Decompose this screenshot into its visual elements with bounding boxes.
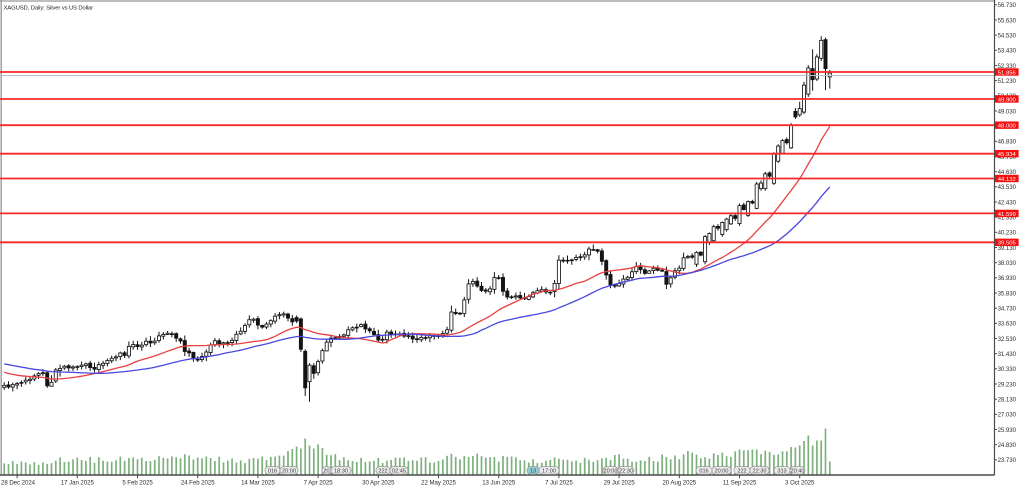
svg-text:45.934: 45.934 [998, 152, 1017, 158]
svg-text:02:45: 02:45 [392, 469, 406, 475]
svg-text:39.130: 39.130 [998, 245, 1017, 252]
svg-text:13: 13 [530, 469, 536, 475]
svg-text:38.030: 38.030 [998, 260, 1017, 267]
svg-text:29.230: 29.230 [998, 381, 1017, 388]
svg-text:20:00: 20:00 [604, 469, 618, 475]
svg-text:24 Feb 2025: 24 Feb 2025 [181, 480, 215, 487]
svg-text:17 Jan 2025: 17 Jan 2025 [61, 480, 95, 487]
svg-text:43.530: 43.530 [998, 184, 1017, 191]
svg-text:29 Jul 2025: 29 Jul 2025 [604, 480, 636, 487]
svg-text:222: 222 [378, 469, 387, 475]
svg-text:31.430: 31.430 [998, 351, 1017, 358]
svg-text:30.330: 30.330 [998, 366, 1017, 373]
svg-text:7 Jul 2025: 7 Jul 2025 [545, 480, 573, 487]
svg-text:41.599: 41.599 [998, 212, 1016, 218]
svg-text:55.630: 55.630 [998, 17, 1017, 24]
svg-text:016: 016 [268, 469, 277, 475]
svg-text:49.900: 49.900 [998, 97, 1017, 103]
svg-text:3 Oct 2025: 3 Oct 2025 [785, 480, 815, 487]
svg-text:25.930: 25.930 [998, 427, 1017, 434]
svg-text:20:00: 20:00 [282, 469, 296, 475]
svg-text:22:30: 22:30 [753, 469, 767, 475]
svg-text:53.430: 53.430 [998, 48, 1017, 55]
svg-text:24.830: 24.830 [998, 442, 1017, 449]
svg-text:51.230: 51.230 [998, 78, 1017, 85]
svg-text:52.330: 52.330 [998, 63, 1017, 70]
svg-text:20 Aug 2025: 20 Aug 2025 [662, 480, 696, 487]
svg-text:7 Apr 2025: 7 Apr 2025 [304, 480, 334, 487]
svg-text:34.730: 34.730 [998, 305, 1017, 312]
svg-text:27.030: 27.030 [998, 412, 1017, 419]
svg-text:39.505: 39.505 [998, 241, 1017, 247]
svg-text:36.930: 36.930 [998, 275, 1017, 282]
svg-text:48.000: 48.000 [998, 124, 1017, 130]
svg-text:32.530: 32.530 [998, 336, 1017, 343]
svg-text:22:30: 22:30 [619, 469, 633, 475]
svg-text:XAGUSD, Daily: Silver vs US D: XAGUSD, Daily: Silver vs US Dollar [4, 6, 94, 12]
svg-text:44.132: 44.132 [998, 177, 1016, 183]
svg-text:18:30: 18:30 [334, 469, 348, 475]
svg-text:20:00: 20:00 [715, 469, 729, 475]
svg-text:20: 20 [323, 469, 329, 475]
svg-text:313: 313 [777, 469, 786, 475]
svg-text:5 Feb 2025: 5 Feb 2025 [122, 480, 153, 487]
svg-text:28 Dec 2024: 28 Dec 2024 [1, 480, 36, 487]
svg-text:49.030: 49.030 [998, 108, 1017, 115]
svg-text:46.830: 46.830 [998, 139, 1017, 146]
svg-text:222: 222 [737, 469, 746, 475]
svg-text:28.130: 28.130 [998, 396, 1017, 403]
svg-text:42.430: 42.430 [998, 199, 1017, 206]
svg-text:51.856: 51.856 [998, 70, 1017, 76]
svg-text:17:00: 17:00 [542, 469, 556, 475]
svg-text:20:40: 20:40 [791, 469, 805, 475]
svg-text:54.530: 54.530 [998, 32, 1017, 39]
svg-text:30 Apr 2025: 30 Apr 2025 [362, 480, 395, 487]
svg-text:11 Sep 2025: 11 Sep 2025 [723, 480, 757, 487]
svg-text:016: 016 [699, 469, 708, 475]
svg-text:14 Mar 2025: 14 Mar 2025 [241, 480, 275, 487]
svg-text:22 May 2025: 22 May 2025 [421, 480, 456, 487]
svg-text:23.730: 23.730 [998, 457, 1017, 464]
svg-text:56.730: 56.730 [998, 2, 1017, 9]
svg-text:41.330: 41.330 [998, 214, 1017, 221]
svg-text:40.230: 40.230 [998, 230, 1017, 237]
svg-text:35.830: 35.830 [998, 290, 1017, 297]
svg-text:13 Jun 2025: 13 Jun 2025 [482, 480, 516, 487]
svg-text:44.630: 44.630 [998, 169, 1017, 176]
svg-text:33.630: 33.630 [998, 321, 1017, 328]
